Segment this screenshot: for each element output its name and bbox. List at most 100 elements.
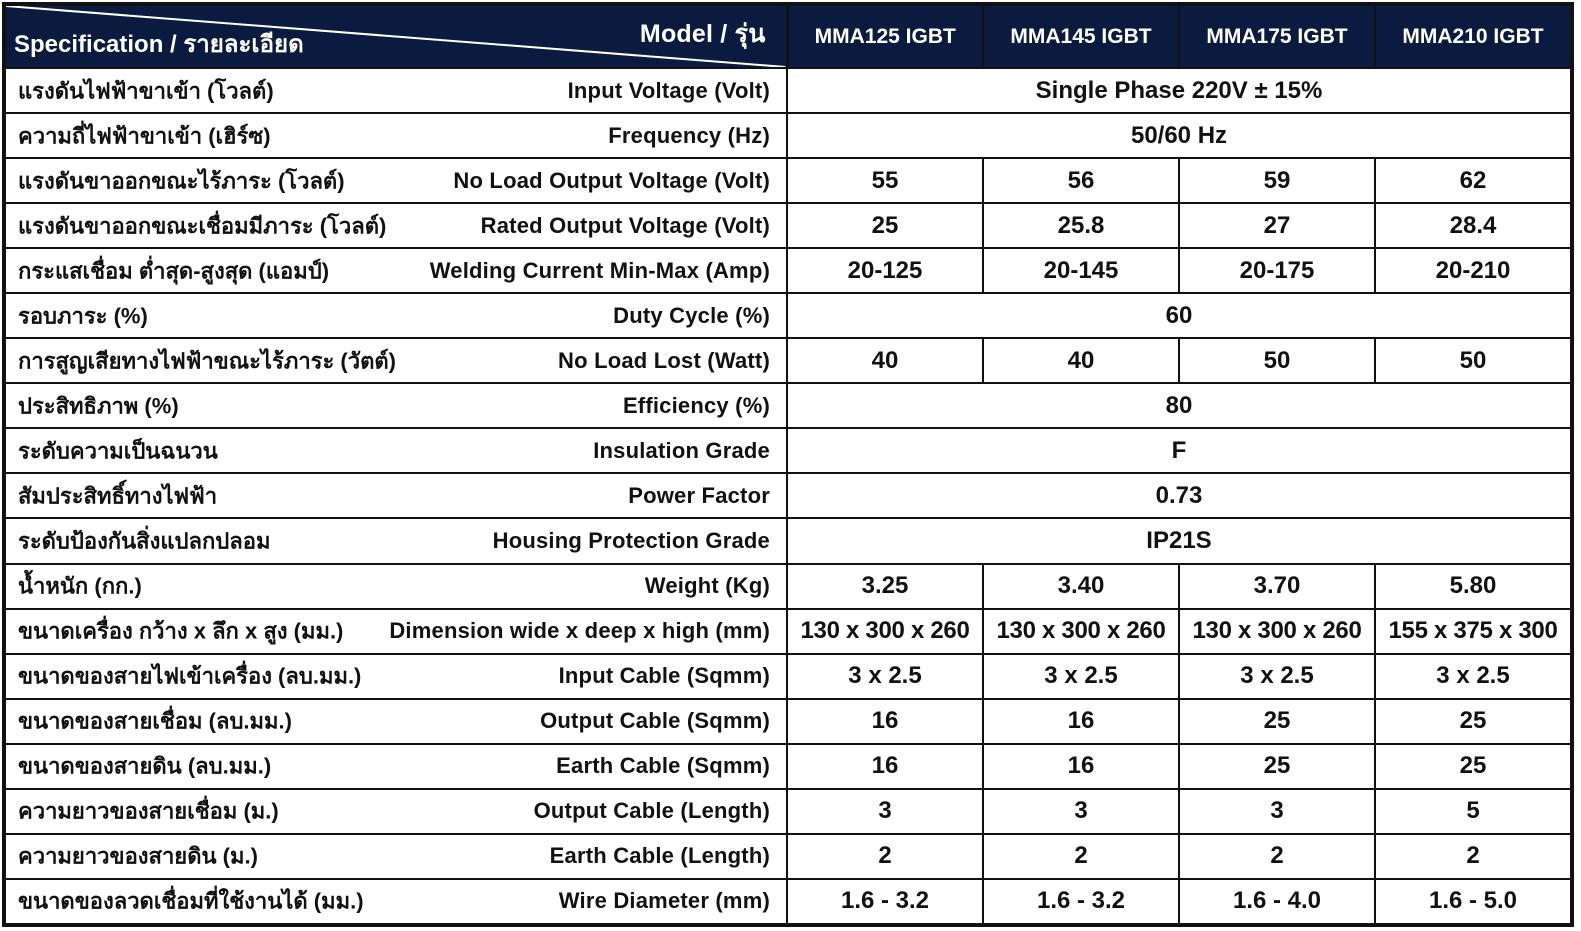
spec-value-cell: 27 bbox=[1178, 202, 1376, 250]
spec-label-thai: ขนาดของสายดิน (ลบ.มม.) bbox=[18, 753, 272, 779]
spec-label-cell: ระดับป้องกันสิ่งแปลกปลอม Housing Protecti… bbox=[4, 517, 788, 565]
table-row: สัมประสิทธิ์ทางไฟฟ้า Power Factor 0.73 bbox=[4, 472, 1572, 520]
model-column-header: MMA210 IGBT bbox=[1374, 4, 1572, 69]
spec-label-cell: แรงดันขาออกขณะเชื่อมมีภาระ (โวลต์) Rated … bbox=[4, 202, 788, 250]
table-row: กระแสเชื่อม ต่ำสุด-สูงสุด (แอมป์) Welding… bbox=[4, 247, 1572, 295]
spec-value-cell: 16 bbox=[786, 742, 984, 790]
spec-value-all-models: 50/60 Hz bbox=[786, 112, 1572, 160]
table-row: ขนาดของสายเชื่อม (ลบ.มม.) Output Cable (S… bbox=[4, 697, 1572, 745]
spec-label-cell: น้ำหนัก (กก.) Weight (Kg) bbox=[4, 562, 788, 610]
spec-value-cell: 25 bbox=[1374, 697, 1572, 745]
spec-value-cell: 16 bbox=[982, 697, 1180, 745]
spec-value-cell: 130 x 300 x 260 bbox=[786, 607, 984, 655]
table-row: แรงดันไฟฟ้าขาเข้า (โวลต์) Input Voltage (… bbox=[4, 66, 1572, 115]
spec-value-cell: 25 bbox=[786, 202, 984, 250]
table-row: การสูญเสียทางไฟฟ้าขณะไร้ภาระ (วัตต์) No L… bbox=[4, 337, 1572, 385]
spec-label-thai: ขนาดของสายเชื่อม (ลบ.มม.) bbox=[18, 708, 292, 734]
spec-value-cell: 62 bbox=[1374, 157, 1572, 205]
spec-value-cell: 3 x 2.5 bbox=[1374, 652, 1572, 700]
spec-value-all-models: Single Phase 220V ± 15% bbox=[786, 66, 1572, 115]
table-row: ความยาวของสายเชื่อม (ม.) Output Cable (Le… bbox=[4, 787, 1572, 835]
spec-label-cell: แรงดันขาออกขณะไร้ภาระ (โวลต์) No Load Out… bbox=[4, 157, 788, 205]
spec-label-thai: กระแสเชื่อม ต่ำสุด-สูงสุด (แอมป์) bbox=[18, 258, 330, 284]
spec-label-cell: ความยาวของสายดิน (ม.) Earth Cable (Length… bbox=[4, 832, 788, 880]
spec-label-thai: ขนาดของลวดเชื่อมที่ใช้งานได้ (มม.) bbox=[18, 888, 364, 914]
spec-label-thai: ขนาดของสายไฟเข้าเครื่อง (ลบ.มม.) bbox=[18, 663, 362, 689]
spec-label-english: Welding Current Min-Max (Amp) bbox=[429, 257, 770, 283]
spec-label-cell: ขนาดของลวดเชื่อมที่ใช้งานได้ (มม.) Wire D… bbox=[4, 877, 788, 926]
specification-table: Model / รุ่น Specification / รายละเอียด … bbox=[4, 4, 1572, 926]
spec-label-thai: สัมประสิทธิ์ทางไฟฟ้า bbox=[18, 483, 218, 509]
spec-label-thai: ระดับป้องกันสิ่งแปลกปลอม bbox=[18, 528, 271, 554]
spec-value-cell: 1.6 - 3.2 bbox=[786, 877, 984, 926]
spec-label-thai: ความยาวของสายเชื่อม (ม.) bbox=[18, 798, 279, 824]
table-row: ระดับป้องกันสิ่งแปลกปลอม Housing Protecti… bbox=[4, 517, 1572, 565]
spec-label-thai: แรงดันขาออกขณะเชื่อมมีภาระ (โวลต์) bbox=[18, 213, 387, 239]
spec-value-cell: 25.8 bbox=[982, 202, 1180, 250]
spec-label-thai: ความถี่ไฟฟ้าขาเข้า (เฮิร์ซ) bbox=[18, 123, 271, 149]
spec-value-cell: 40 bbox=[786, 337, 984, 385]
spec-label-english: Rated Output Voltage (Volt) bbox=[480, 212, 770, 238]
spec-label-cell: การสูญเสียทางไฟฟ้าขณะไร้ภาระ (วัตต์) No L… bbox=[4, 337, 788, 385]
spec-label-cell: ขนาดของสายดิน (ลบ.มม.) Earth Cable (Sqmm) bbox=[4, 742, 788, 790]
spec-value-all-models: F bbox=[786, 427, 1572, 475]
spec-label-thai: ระดับความเป็นฉนวน bbox=[18, 438, 218, 464]
spec-label-english: Power Factor bbox=[628, 482, 770, 508]
spec-value-cell: 3 bbox=[1178, 787, 1376, 835]
model-column-header: MMA175 IGBT bbox=[1178, 4, 1376, 69]
spec-label-cell: ประสิทธิภาพ (%) Efficiency (%) bbox=[4, 382, 788, 430]
table-row: ประสิทธิภาพ (%) Efficiency (%) 80 bbox=[4, 382, 1572, 430]
spec-value-cell: 3 x 2.5 bbox=[786, 652, 984, 700]
spec-label-thai: ประสิทธิภาพ (%) bbox=[18, 393, 179, 419]
spec-value-cell: 3 bbox=[786, 787, 984, 835]
header-row: Model / รุ่น Specification / รายละเอียด … bbox=[4, 4, 1572, 69]
spec-value-cell: 16 bbox=[982, 742, 1180, 790]
spec-value-cell: 3 bbox=[982, 787, 1180, 835]
spec-label-english: Duty Cycle (%) bbox=[613, 302, 770, 328]
table-row: ความถี่ไฟฟ้าขาเข้า (เฮิร์ซ) Frequency (Hz… bbox=[4, 112, 1572, 160]
spec-value-cell: 20-210 bbox=[1374, 247, 1572, 295]
spec-value-cell: 1.6 - 3.2 bbox=[982, 877, 1180, 926]
spec-label-cell: ขนาดของสายไฟเข้าเครื่อง (ลบ.มม.) Input Ca… bbox=[4, 652, 788, 700]
table-row: น้ำหนัก (กก.) Weight (Kg) 3.25 3.40 3.70 5.80 bbox=[4, 562, 1572, 610]
spec-value-cell: 3.40 bbox=[982, 562, 1180, 610]
spec-label-thai: น้ำหนัก (กก.) bbox=[18, 573, 142, 599]
spec-label-english: Earth Cable (Sqmm) bbox=[556, 753, 770, 779]
spec-value-cell: 3 x 2.5 bbox=[1178, 652, 1376, 700]
spec-value-all-models: IP21S bbox=[786, 517, 1572, 565]
spec-label-english: Housing Protection Grade bbox=[492, 527, 770, 553]
spec-value-cell: 59 bbox=[1178, 157, 1376, 205]
model-column-header: MMA145 IGBT bbox=[982, 4, 1180, 69]
spec-label-english: No Load Output Voltage (Volt) bbox=[453, 167, 770, 193]
spec-label-english: Output Cable (Sqmm) bbox=[540, 708, 770, 734]
spec-label-english: Dimension wide x deep x high (mm) bbox=[389, 618, 770, 644]
spec-label-english: Weight (Kg) bbox=[644, 573, 770, 599]
table-row: ระดับความเป็นฉนวน Insulation Grade F bbox=[4, 427, 1572, 475]
spec-value-cell: 130 x 300 x 260 bbox=[982, 607, 1180, 655]
model-column-header: MMA125 IGBT bbox=[785, 4, 984, 69]
header-corner-cell: Model / รุ่น Specification / รายละเอียด bbox=[4, 4, 788, 69]
spec-value-cell: 130 x 300 x 260 bbox=[1178, 607, 1376, 655]
spec-label-cell: ขนาดเครื่อง กว้าง x ลึก x สูง (มม.) Dimen… bbox=[4, 607, 788, 655]
spec-label-thai: การสูญเสียทางไฟฟ้าขณะไร้ภาระ (วัตต์) bbox=[18, 348, 396, 374]
spec-value-cell: 2 bbox=[1374, 832, 1572, 880]
spec-value-cell: 50 bbox=[1178, 337, 1376, 385]
spec-label-cell: ขนาดของสายเชื่อม (ลบ.มม.) Output Cable (S… bbox=[4, 697, 788, 745]
spec-label-english: Wire Diameter (mm) bbox=[558, 888, 770, 914]
spec-label-thai: แรงดันขาออกขณะไร้ภาระ (โวลต์) bbox=[18, 168, 345, 194]
spec-value-all-models: 60 bbox=[786, 292, 1572, 340]
table-row: ขนาดเครื่อง กว้าง x ลึก x สูง (มม.) Dimen… bbox=[4, 607, 1572, 655]
spec-value-cell: 5 bbox=[1374, 787, 1572, 835]
spec-value-cell: 25 bbox=[1178, 742, 1376, 790]
spec-value-cell: 3.70 bbox=[1178, 562, 1376, 610]
spec-value-cell: 3 x 2.5 bbox=[982, 652, 1180, 700]
spec-value-cell: 56 bbox=[982, 157, 1180, 205]
spec-label-english: No Load Lost (Watt) bbox=[558, 347, 770, 373]
table-row: ขนาดของสายไฟเข้าเครื่อง (ลบ.มม.) Input Ca… bbox=[4, 652, 1572, 700]
spec-value-all-models: 80 bbox=[786, 382, 1572, 430]
spec-label-thai: รอบภาระ (%) bbox=[18, 303, 148, 329]
spec-value-all-models: 0.73 bbox=[786, 472, 1572, 520]
spec-label-english: Earth Cable (Length) bbox=[549, 843, 770, 869]
table-row: ขนาดของลวดเชื่อมที่ใช้งานได้ (มม.) Wire D… bbox=[4, 877, 1572, 926]
spec-label-cell: กระแสเชื่อม ต่ำสุด-สูงสุด (แอมป์) Welding… bbox=[4, 247, 788, 295]
